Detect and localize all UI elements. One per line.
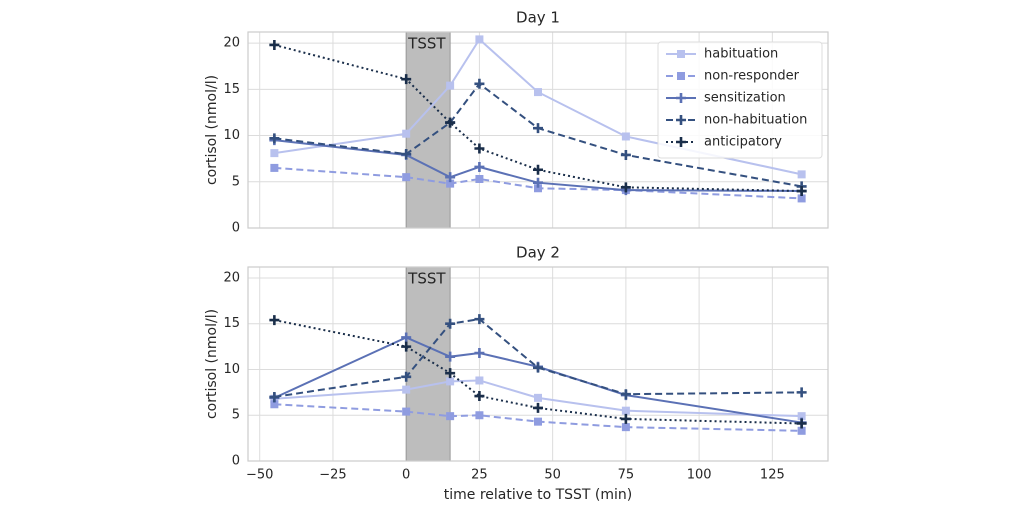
marker	[269, 133, 280, 144]
marker	[445, 351, 456, 362]
marker	[402, 173, 411, 182]
tsst-span	[405, 31, 451, 229]
marker	[401, 332, 412, 343]
legend-label: non-habituation	[704, 113, 807, 128]
marker	[620, 149, 631, 160]
marker	[402, 129, 411, 138]
marker	[533, 123, 543, 134]
marker	[797, 194, 806, 203]
x-tick-label: 100	[687, 468, 712, 483]
marker	[533, 164, 543, 175]
marker	[446, 81, 455, 90]
marker	[797, 170, 806, 179]
marker	[475, 175, 484, 183]
marker	[445, 117, 456, 128]
marker	[446, 377, 455, 386]
marker	[534, 88, 542, 97]
x-tick-label: 75	[618, 468, 635, 483]
x-tick-label: −50	[246, 468, 273, 483]
marker	[797, 426, 806, 435]
marker	[401, 371, 412, 382]
marker	[620, 182, 631, 193]
marker	[533, 402, 543, 413]
chart-title: Day 1	[516, 9, 560, 27]
y-tick-label: 5	[232, 174, 240, 189]
marker	[270, 400, 279, 409]
legend-label: anticipatory	[704, 135, 782, 150]
marker	[270, 149, 279, 158]
axes-frame	[247, 266, 829, 462]
span-label: TSST	[407, 270, 446, 288]
marker	[475, 35, 484, 44]
marker	[474, 143, 485, 154]
x-tick-label: 125	[760, 468, 785, 483]
y-tick-label: 10	[223, 362, 240, 377]
x-tick-label: 25	[471, 468, 488, 483]
y-tick-label: 15	[223, 316, 240, 331]
chart-title: Day 2	[516, 244, 560, 262]
legend-marker	[677, 50, 685, 58]
marker	[534, 417, 542, 426]
legend-label: non-responder	[704, 69, 800, 84]
marker	[474, 348, 485, 359]
legend-marker	[676, 115, 686, 125]
span-label: TSST	[407, 35, 446, 53]
marker	[475, 376, 484, 385]
marker	[402, 385, 411, 394]
legend-marker	[676, 93, 686, 103]
y-tick-label: 15	[223, 82, 240, 97]
marker	[796, 387, 807, 398]
marker	[533, 177, 543, 188]
marker	[446, 412, 455, 421]
marker	[401, 149, 412, 160]
marker	[475, 411, 484, 420]
legend-marker	[676, 137, 686, 147]
y-axis-label: cortisol (nmol/l)	[204, 75, 220, 185]
marker	[269, 391, 280, 402]
marker	[796, 186, 807, 197]
marker	[621, 132, 630, 141]
legend-marker	[677, 72, 685, 80]
marker	[533, 362, 543, 373]
marker	[269, 39, 280, 50]
marker	[474, 314, 485, 325]
legend-box	[657, 41, 823, 159]
x-tick-label: 0	[402, 468, 410, 483]
marker	[620, 413, 631, 424]
marker	[474, 78, 485, 89]
marker	[474, 391, 485, 402]
marker	[445, 172, 456, 183]
marker	[401, 74, 412, 85]
x-tick-label: 50	[544, 468, 561, 483]
legend-label: sensitization	[704, 91, 786, 106]
marker	[796, 418, 807, 429]
y-tick-label: 0	[232, 454, 240, 469]
marker	[402, 407, 411, 416]
marker	[401, 341, 412, 352]
y-axis-label: cortisol (nmol/l)	[204, 309, 220, 419]
y-tick-label: 0	[232, 221, 240, 236]
axes-frame	[247, 31, 829, 229]
y-tick-label: 10	[223, 128, 240, 143]
marker	[446, 179, 455, 188]
marker	[269, 315, 280, 326]
x-axis-label: time relative to TSST (min)	[444, 487, 633, 503]
marker	[621, 406, 630, 415]
y-tick-label: 20	[223, 36, 240, 51]
x-tick-label: −25	[319, 468, 346, 483]
marker	[445, 318, 456, 329]
y-tick-label: 5	[232, 408, 240, 423]
marker	[621, 423, 630, 432]
y-tick-label: 20	[223, 270, 240, 285]
tsst-span	[405, 266, 451, 462]
marker	[474, 161, 485, 172]
marker	[534, 184, 542, 193]
marker	[797, 412, 806, 421]
marker	[445, 368, 456, 379]
legend-label: habituation	[704, 47, 778, 62]
marker	[534, 393, 542, 402]
marker	[620, 389, 631, 400]
marker	[270, 163, 279, 172]
